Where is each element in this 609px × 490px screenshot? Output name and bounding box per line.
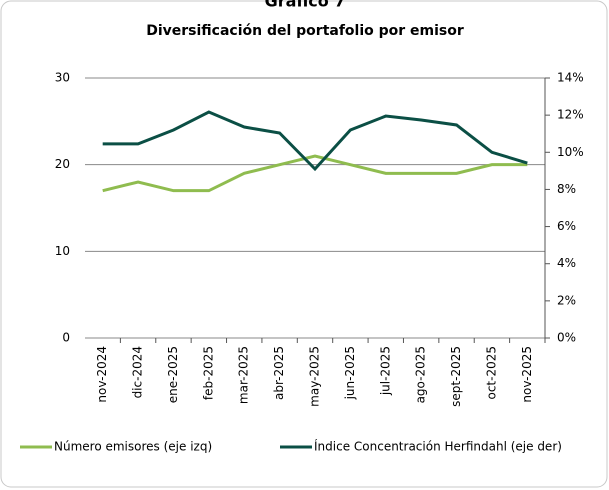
x-tick-label: jun-2025: [343, 346, 357, 400]
series-line: [102, 154, 528, 193]
y2-tick-label: 8%: [557, 182, 576, 196]
y2-tick-label: 0%: [557, 331, 576, 345]
x-tick-label: nov-2025: [520, 346, 534, 403]
legend-label: Número emisores (eje izq): [54, 440, 212, 454]
y-tick-label: 0: [62, 331, 70, 345]
series-line: [102, 110, 528, 172]
y2-tick-label: 2%: [557, 293, 576, 307]
x-tick-label: abr-2025: [272, 346, 286, 400]
chart-heading: Gráfico 7: [265, 0, 346, 11]
y2-tick-label: 6%: [557, 219, 576, 233]
x-tick-label: ene-2025: [166, 346, 180, 403]
x-tick-label: mar-2025: [237, 346, 251, 404]
chart-title: Diversificación del portafolio por emiso…: [146, 23, 464, 39]
x-tick-label: ago-2025: [414, 346, 428, 403]
x-tick-label: jul-2025: [378, 346, 392, 396]
x-tick-label: may-2025: [308, 346, 322, 407]
legend-label: Índice Concentración Herfindahl (eje der…: [314, 439, 562, 454]
y2-tick-label: 10%: [557, 145, 584, 159]
y2-tick-label: 4%: [557, 256, 576, 270]
x-tick-label: nov-2024: [95, 346, 109, 403]
y-tick-label: 30: [55, 71, 70, 85]
x-tick-label: dic-2024: [131, 346, 145, 398]
y2-tick-label: 14%: [557, 71, 584, 85]
y2-tick-label: 12%: [557, 108, 584, 122]
y-tick-label: 20: [55, 157, 70, 171]
x-tick-label: oct-2025: [484, 346, 498, 400]
x-tick-label: sept-2025: [449, 346, 463, 407]
y-tick-label: 10: [55, 244, 70, 258]
x-tick-label: feb-2025: [201, 346, 215, 400]
